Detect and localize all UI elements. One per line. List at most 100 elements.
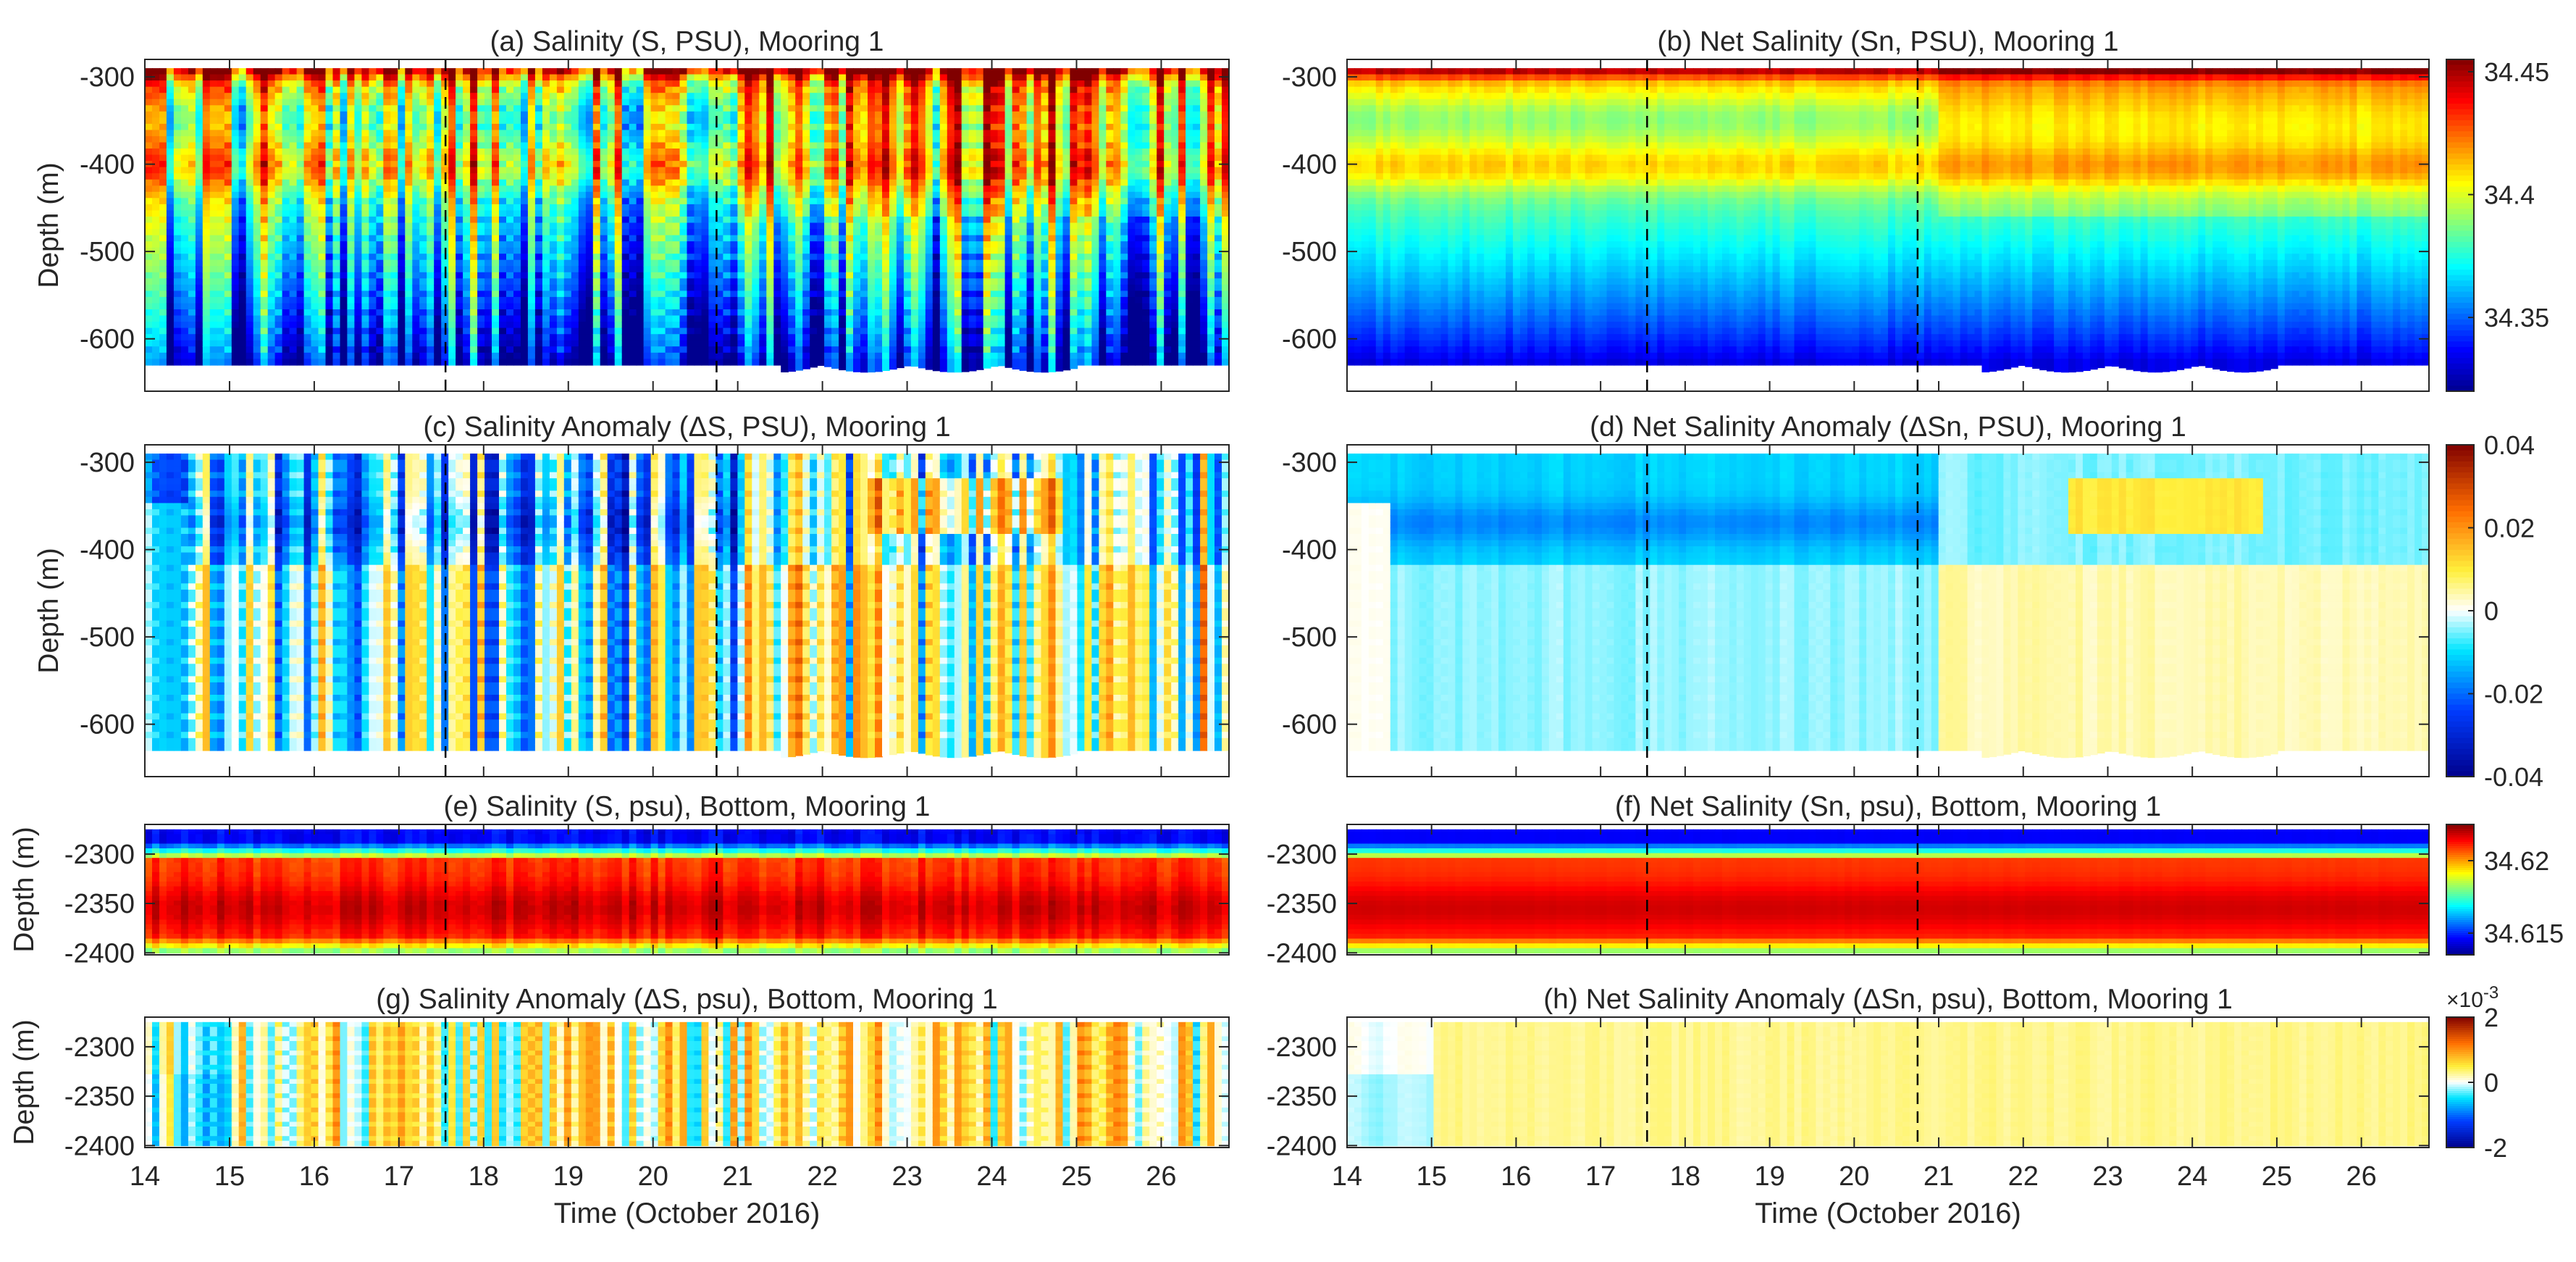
panels-layer: -300 -400 -500 -600 (a) Salinity (S, PSU), M… [9, 26, 2564, 1229]
colorbar-tick-label: 34.35 [2484, 303, 2549, 333]
x-tick-label: 15 [214, 1161, 245, 1192]
heatmap-b [1347, 68, 2429, 373]
x-tick-label: 20 [1839, 1161, 1869, 1192]
colorbar-f: 34.615 34.62 [2446, 824, 2564, 956]
y-tick-label: -500 [1282, 622, 1337, 653]
y-tick-label: -2350 [1267, 1082, 1337, 1112]
axes-box [144, 59, 1230, 392]
axes-box [1346, 1016, 2430, 1148]
x-tick-label: 16 [1501, 1161, 1531, 1192]
x-tick-label: 25 [2262, 1161, 2292, 1192]
y-tick-label: -400 [1282, 535, 1337, 566]
x-axis-label: Time (October 2016) [554, 1198, 821, 1229]
x-tick-label: 19 [1754, 1161, 1784, 1192]
x-tick-label: 17 [1585, 1161, 1616, 1192]
axes-box [144, 824, 1230, 956]
heatmap-c [145, 454, 1229, 759]
y-tick-label: -2300 [64, 840, 135, 870]
y-tick-label: -2400 [64, 1131, 135, 1161]
x-tick-label: 19 [553, 1161, 584, 1192]
y-tick-label: -300 [80, 448, 135, 478]
panel-title: (c) Salinity Anomaly (ΔS, PSU), Mooring … [423, 411, 950, 443]
colorbar-tick-label: 2 [2484, 1003, 2499, 1032]
colorbar-b: 34.35 34.4 34.45 [2446, 57, 2549, 392]
y-axis-label: Depth (m) [33, 548, 64, 673]
x-tick-label: 22 [2008, 1161, 2039, 1192]
y-tick-label: -2350 [64, 889, 135, 919]
colorbar-d: -0.04 -0.02 0 0.02 0.04 [2446, 430, 2543, 792]
panel-title: (a) Salinity (S, PSU), Mooring 1 [490, 26, 884, 57]
y-tick-label: -300 [1282, 448, 1337, 478]
x-tick-label: 16 [299, 1161, 330, 1192]
y-tick-label: -2400 [1267, 1131, 1337, 1161]
x-tick-label: 26 [1146, 1161, 1176, 1192]
y-tick-label: -2300 [1267, 1032, 1337, 1063]
panel-e: -2300 -2350 -2400 (e) Salinity (S, psu), Bo… [9, 791, 1230, 969]
panel-title: (d) Net Salinity Anomaly (ΔSn, PSU), Moo… [1590, 411, 2186, 443]
heatmap-e [145, 829, 1229, 954]
colorbar-tick-label: -0.02 [2484, 680, 2543, 709]
x-tick-label: 23 [2092, 1161, 2123, 1192]
y-tick-label: -600 [1282, 325, 1337, 355]
colorbar-tick-label: 0 [2484, 596, 2499, 626]
y-tick-label: -400 [80, 150, 135, 180]
colorbar-tick-label: 34.615 [2484, 919, 2564, 948]
y-tick-label: -300 [1282, 62, 1337, 93]
y-tick-label: -2300 [1267, 840, 1337, 870]
colorbar-tick-label: 34.62 [2484, 846, 2549, 876]
x-tick-label: 26 [2346, 1161, 2376, 1192]
panel-d: -300 -400 -500 -600 (d) Net Salinity Anomaly… [1282, 411, 2543, 792]
y-tick-label: -600 [80, 325, 135, 355]
x-tick-label: 24 [976, 1161, 1007, 1192]
y-tick-label: -400 [80, 535, 135, 566]
y-tick-label: -300 [80, 62, 135, 93]
panel-title: (g) Salinity Anomaly (ΔS, psu), Bottom, … [376, 984, 997, 1015]
y-tick-label: -500 [80, 237, 135, 267]
panel-g: 14 15 16 17 18 19 20 21 22 23 24 25 26 -2300 -2350 -240… [9, 984, 1230, 1229]
x-tick-label: 25 [1061, 1161, 1091, 1192]
x-tick-label: 23 [891, 1161, 922, 1192]
heatmap-g [145, 1021, 1229, 1147]
y-axis-label: Depth (m) [9, 1019, 40, 1145]
x-tick-label: 18 [469, 1161, 499, 1192]
x-tick-label: 17 [384, 1161, 414, 1192]
y-tick-label: -500 [1282, 237, 1337, 267]
heatmap-h [1347, 1021, 2429, 1147]
y-tick-label: -2350 [1267, 889, 1337, 919]
colorbar-tick-label: -0.04 [2484, 762, 2543, 792]
colorbar-tick-label: 34.4 [2484, 180, 2535, 210]
colorbar-tick-label: 0.04 [2484, 430, 2535, 460]
colorbar-h: -202×10-3 [2446, 983, 2507, 1163]
axes-box [144, 1016, 1230, 1148]
colorbar-tick-label: -2 [2484, 1133, 2507, 1163]
x-tick-label: 24 [2177, 1161, 2207, 1192]
axes-box [1346, 444, 2430, 777]
y-axis-label: Depth (m) [9, 827, 40, 952]
heatmap-f [1347, 829, 2429, 954]
y-tick-label: -2300 [64, 1032, 135, 1063]
panel-title: (b) Net Salinity (Sn, PSU), Mooring 1 [1657, 26, 2118, 57]
colorbar-tick-label: 0 [2484, 1068, 2499, 1098]
heatmap-a [145, 68, 1229, 373]
axes-box [1346, 824, 2430, 956]
x-tick-label: 18 [1670, 1161, 1700, 1192]
x-tick-label: 15 [1417, 1161, 1447, 1192]
x-tick-label: 20 [638, 1161, 668, 1192]
x-tick-label: 14 [130, 1161, 160, 1192]
panel-c: -300 -400 -500 -600 (c) Salinity Anomaly (ΔS… [33, 411, 1230, 777]
x-axis-label: Time (October 2016) [1755, 1198, 2021, 1229]
x-tick-label: 21 [1923, 1161, 1954, 1192]
y-tick-label: -600 [1282, 710, 1337, 740]
panel-a: -300 -400 -500 -600 (a) Salinity (S, PSU), M… [33, 26, 1230, 392]
panel-h: 14 15 16 17 18 19 20 21 22 23 24 25 26-2300-2350-240… [1267, 983, 2507, 1229]
axes-box [144, 444, 1230, 777]
y-tick-label: -500 [80, 622, 135, 653]
panel-title: (f) Net Salinity (Sn, psu), Bottom, Moor… [1615, 791, 2161, 822]
panel-b: -300 -400 -500 -600 (b) Net Salinity (Sn, PS… [1282, 26, 2549, 392]
panel-f: -2300 -2350 -2400 (f) Net Salinity (Sn, psu… [1267, 791, 2564, 969]
y-tick-label: -2400 [64, 938, 135, 969]
y-tick-label: -600 [80, 710, 135, 740]
x-tick-label: 14 [1332, 1161, 1362, 1192]
y-tick-label: -2400 [1267, 938, 1337, 969]
